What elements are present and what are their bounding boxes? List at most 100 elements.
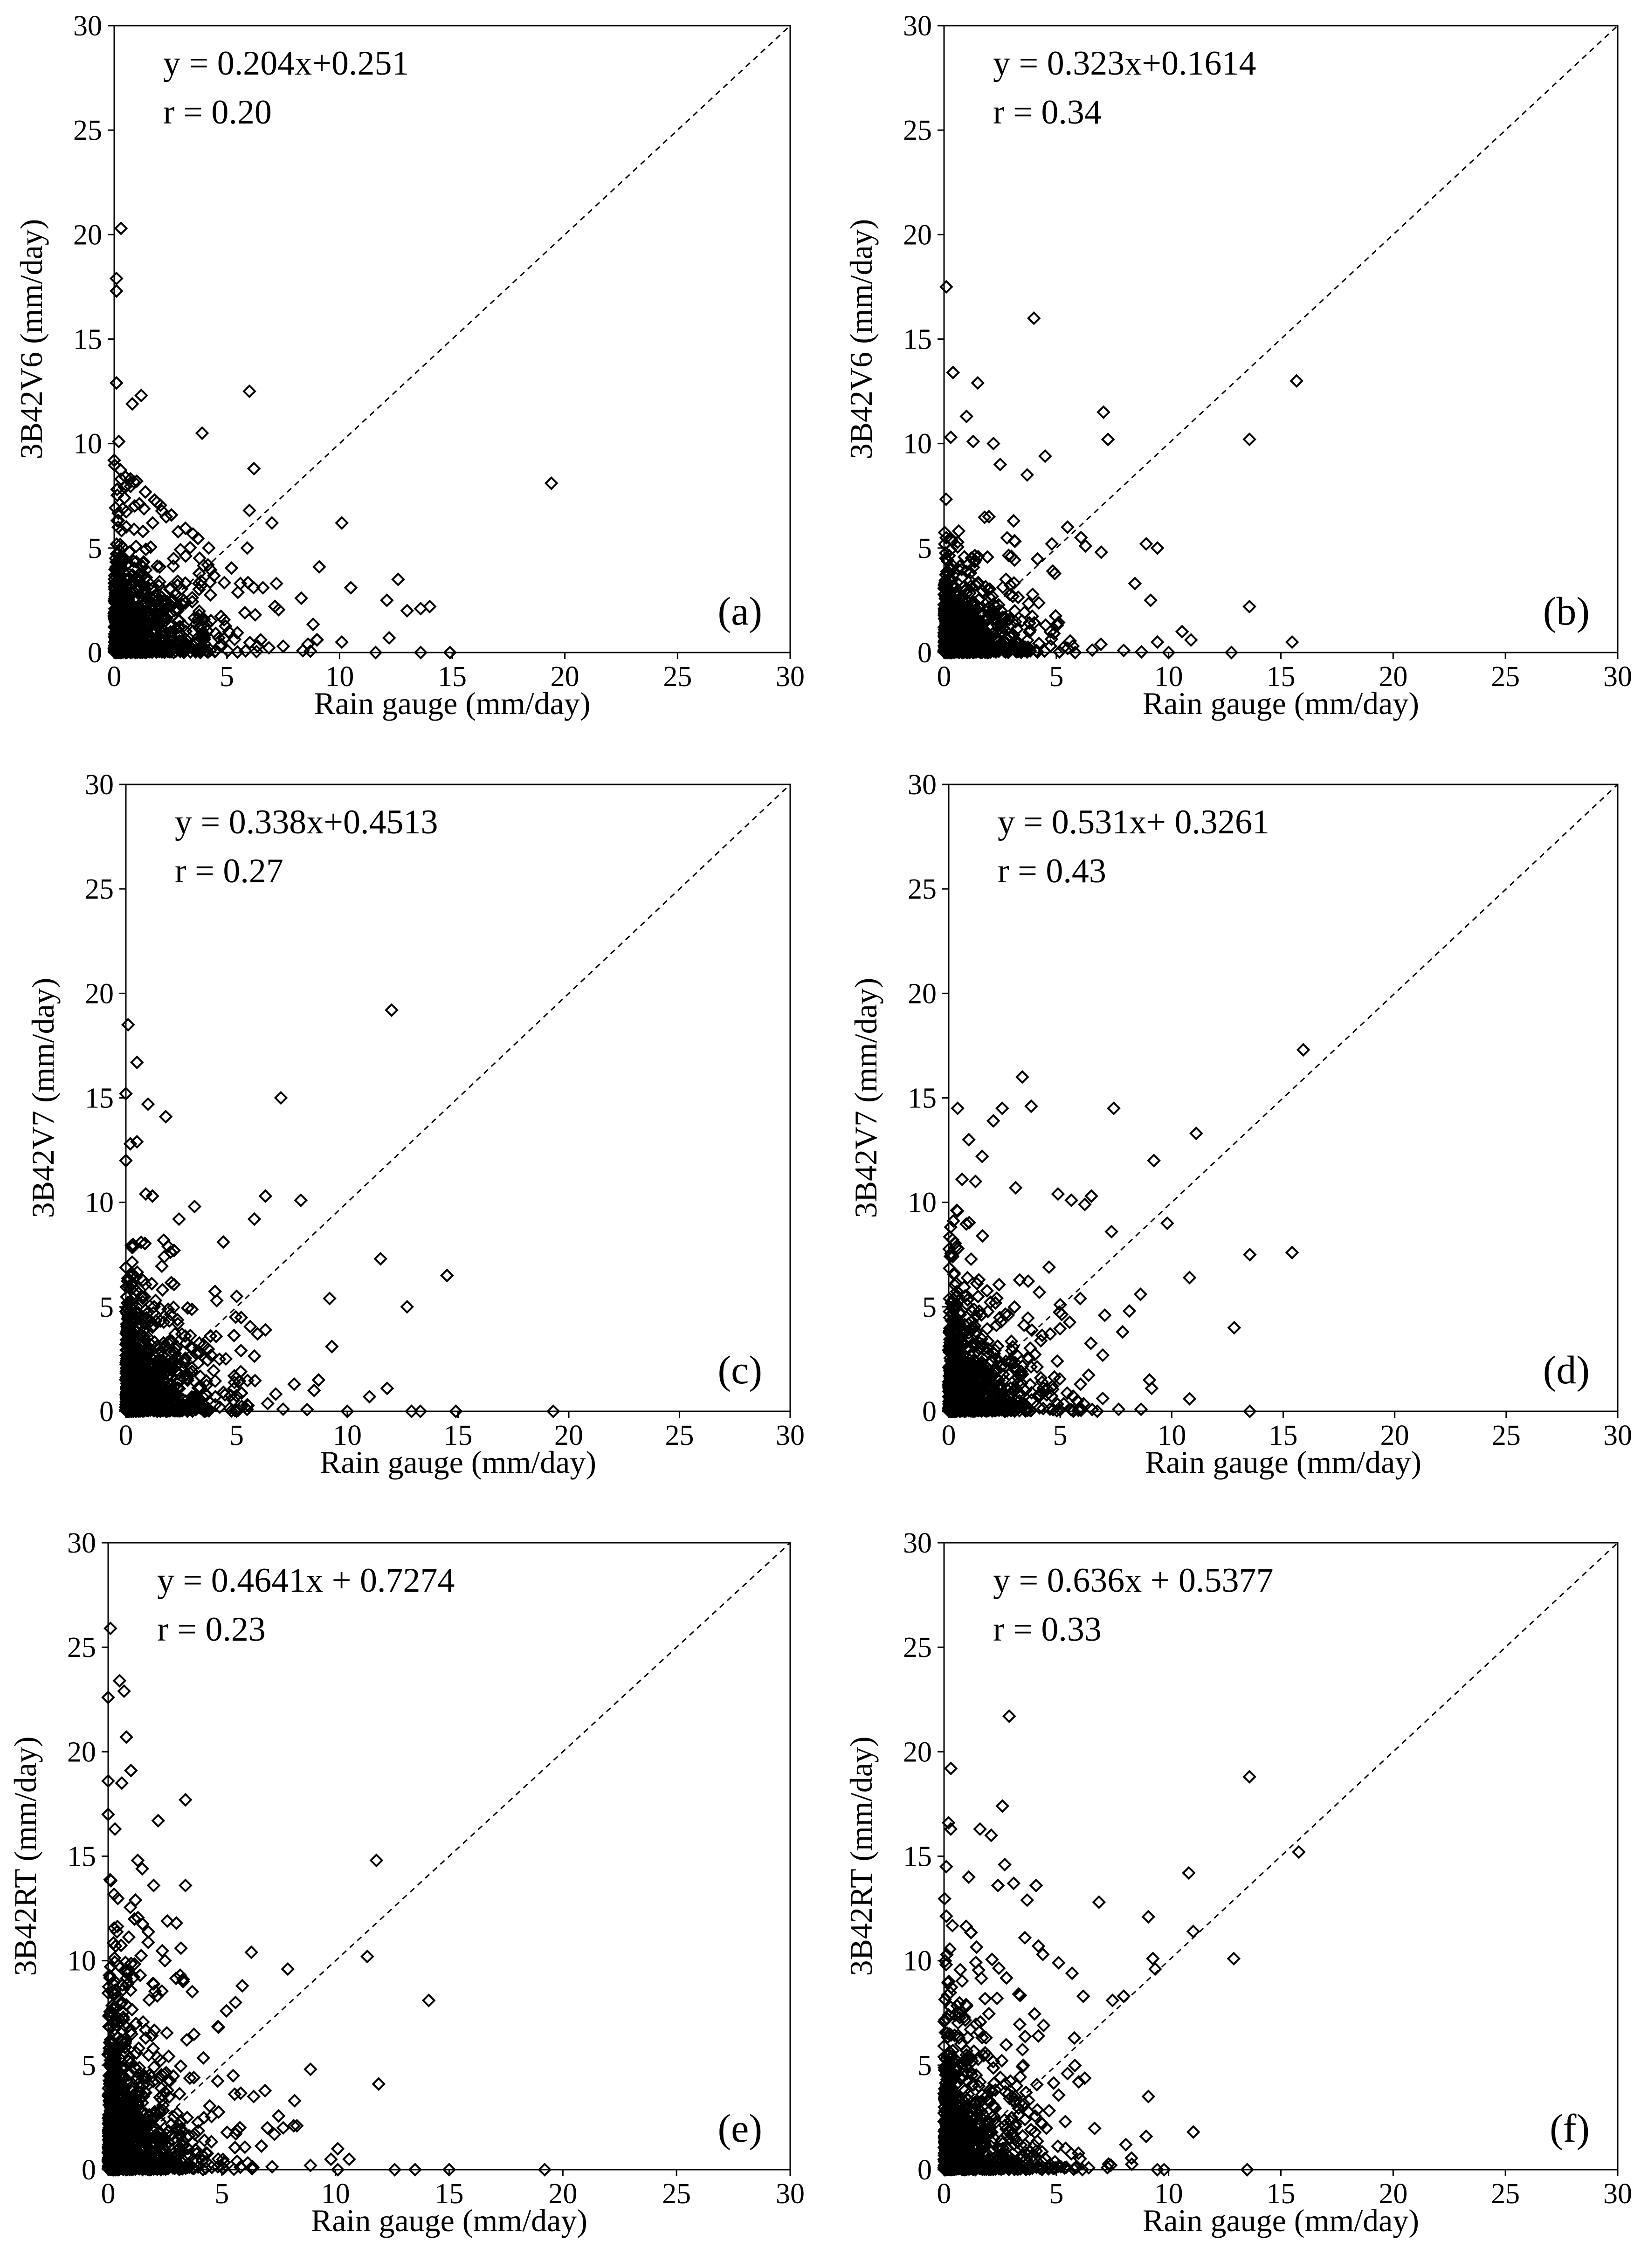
data-point [986,643,1000,658]
data-point [963,586,977,600]
data-point [230,645,245,659]
data-point [115,550,129,564]
data-point [945,558,960,573]
data-point [1150,541,1165,555]
data-point [122,545,137,559]
data-point [158,627,172,641]
data-point [1019,643,1034,658]
data-point [306,617,320,632]
data-point [1043,625,1058,639]
data-point [138,598,152,612]
panel-label: (a) [718,589,762,633]
x-tick-label: 0 [107,661,122,693]
data-point [132,612,147,625]
data-point [119,505,133,519]
data-point [400,604,414,618]
x-axis-title: Rain gauge (mm/day) [320,1444,596,1480]
data-point [938,617,953,631]
panel-label: (b) [1543,589,1590,633]
data-point [988,607,1003,621]
data-point [183,541,197,555]
data-point [978,510,992,524]
data-point [137,502,151,516]
regression-equation: y = 0.338x+0.4513 [175,803,438,841]
y-tick-label: 10 [67,1945,96,1977]
data-point [242,503,256,517]
data-point [1011,590,1025,605]
data-point [983,582,997,596]
y-tick-label: 20 [67,1736,96,1768]
data-point [1000,531,1014,545]
y-axis-title: 3B42V6 (mm/day) [843,219,879,460]
data-point [1008,615,1022,629]
y-axis-title: 3B42V7 (mm/day) [848,978,883,1218]
data-point [960,614,974,628]
data-point [1001,548,1016,563]
data-point [110,488,124,502]
data-point [1008,534,1022,549]
data-point [312,560,326,574]
data-point [190,643,204,657]
data-point [1128,577,1142,591]
data-point [125,397,139,411]
data-point [152,575,167,589]
x-axis-title: Rain gauge (mm/day) [1143,686,1419,721]
x-tick-label: 0 [119,1420,133,1451]
data-point [217,612,231,627]
data-point [986,436,1000,451]
data-point [178,521,193,536]
data-point [157,594,171,608]
data-point [178,637,193,652]
data-point [180,1301,195,1315]
x-tick-label: 10 [1154,661,1183,693]
data-point [422,599,437,614]
data-point [192,566,207,581]
data-point [1032,596,1046,610]
data-point [191,531,205,546]
data-point [203,1329,218,1343]
y-axis-title: 3B42RT (mm/day) [7,1736,43,1976]
data-point [1025,609,1040,624]
data-point [111,639,126,653]
data-point [265,516,279,530]
data-point [221,625,236,639]
x-tick-label: 10 [333,1420,362,1451]
data-point [942,599,956,614]
data-point [959,409,974,424]
data-point [939,492,953,506]
data-point [130,474,144,488]
data-point [109,271,124,286]
data-point [1085,643,1099,657]
x-tick-label: 25 [663,661,692,693]
y-tick-label: 20 [73,219,102,251]
data-point [967,618,981,632]
regression-equation: y = 0.323x+0.1614 [993,44,1256,82]
data-point [240,541,255,555]
data-point [1094,545,1109,559]
data-point [985,630,999,645]
data-point [131,570,145,585]
data-point [269,577,283,591]
data-point [155,504,169,518]
x-tick-label: 0 [937,661,952,693]
data-point [113,645,127,659]
data-point [976,622,991,636]
y-tick-label: 10 [903,428,932,460]
data-point [110,592,125,607]
data-point [107,453,121,467]
data-point [137,555,151,569]
data-point [231,585,245,599]
y-tick-label: 20 [85,978,114,1010]
y-tick-label: 10 [73,428,102,460]
data-point [938,630,952,645]
data-point [993,457,1007,472]
data-point [183,645,198,659]
data-point [1096,405,1110,419]
data-point [1004,549,1019,564]
y-axis-title: 3B42V6 (mm/day) [14,219,49,460]
y-tick-label: 5 [917,533,932,564]
data-point [192,582,206,597]
